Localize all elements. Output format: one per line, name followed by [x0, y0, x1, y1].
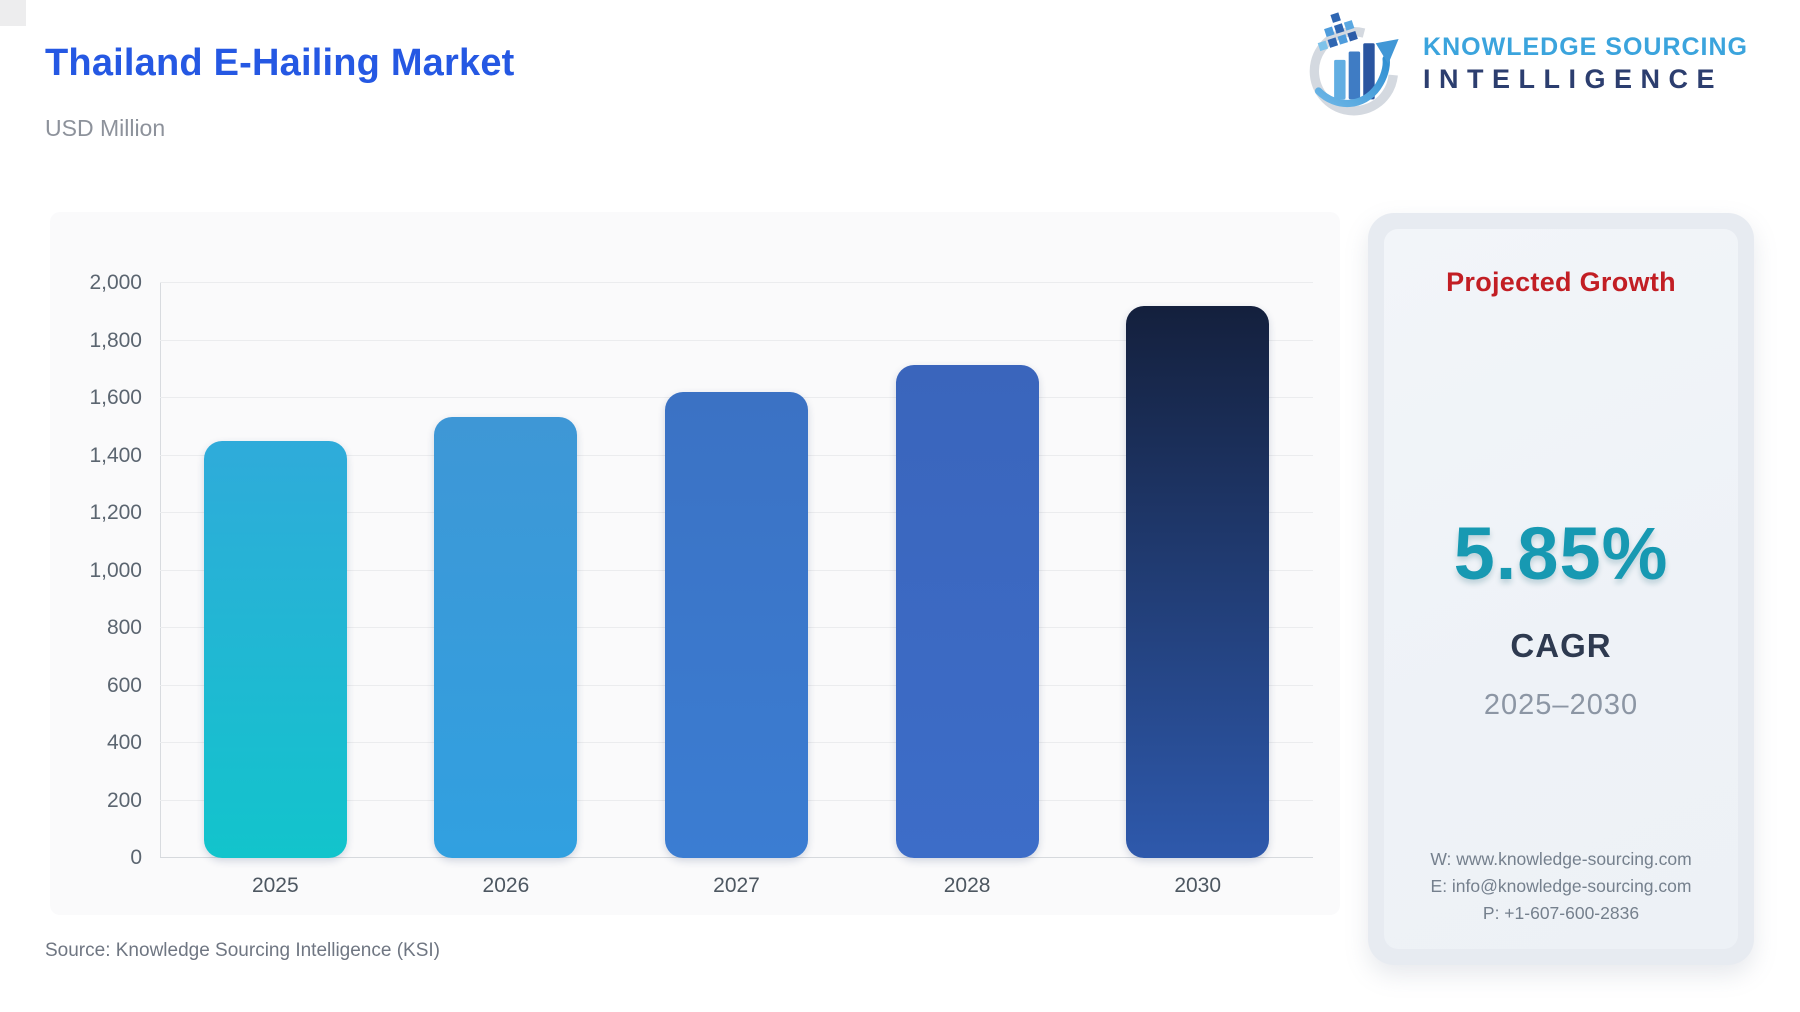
y-tick-label-1200: 1,200	[89, 501, 142, 524]
page-subtitle: USD Million	[45, 115, 166, 141]
growth-panel: Projected Growth 5.85% CAGR 2025–2030 W:…	[1368, 213, 1754, 965]
x-tick-label-2026: 2026	[482, 874, 530, 897]
chart-card: 0 200 400 600 800 1,000 1,200 1,400 1,600 1,800 2,…	[50, 212, 1340, 915]
x-tick-label-2030: 2030	[1174, 874, 1222, 897]
brand-name-line1: KNOWLEDGE SOURCING	[1423, 32, 1748, 61]
page-title: Thailand E-Hailing Market	[45, 42, 515, 84]
y-tick-label-2000: 2,000	[89, 271, 142, 294]
y-tick-label-200: 200	[106, 788, 142, 812]
screen-corner-artifact	[0, 0, 26, 26]
y-tick-label-0: 0	[130, 846, 142, 869]
contact-email: E: info@knowledge-sourcing.com	[1430, 875, 1692, 896]
panel-contact: W: www.knowledge-sourcing.com E: info@kn…	[1384, 846, 1738, 927]
gridline-1800	[160, 339, 1313, 341]
growth-value: 5.85%	[1453, 512, 1669, 595]
y-tick-label-400: 400	[106, 731, 142, 754]
panel-title: Projected Growth	[1446, 267, 1676, 297]
x-tick-label-2028: 2028	[943, 874, 991, 897]
y-tick-label-800: 800	[106, 616, 142, 639]
contact-website: W: www.knowledge-sourcing.com	[1430, 848, 1692, 869]
y-tick-label-600: 600	[106, 673, 142, 697]
y-axis-line	[160, 283, 161, 858]
x-tick-label-2027: 2027	[713, 874, 760, 897]
brand-name-line2: INTELLIGENCE	[1423, 64, 1724, 95]
bar-2030	[1126, 306, 1270, 858]
y-tick-label-1800: 1,800	[89, 328, 142, 352]
bar-2027	[665, 392, 808, 858]
bar-2025	[203, 441, 347, 858]
source-note: Source: Knowledge Sourcing Intelligence …	[45, 940, 441, 961]
y-tick-label-1000: 1,000	[89, 558, 142, 582]
brand-logo: KNOWLEDGE SOURCING INTELLIGENCE	[1305, 12, 1748, 116]
y-tick-label-1600: 1,600	[89, 386, 142, 409]
growth-panel-card: Projected Growth 5.85% CAGR 2025–2030 W:…	[1384, 229, 1738, 949]
bar-2028	[895, 364, 1039, 858]
y-tick-label-1400: 1,400	[89, 443, 142, 467]
growth-period: 2025–2030	[1483, 689, 1639, 721]
growth-metric-label: CAGR	[1510, 627, 1612, 664]
gridline-2000	[160, 282, 1313, 283]
brand-chart-globe-icon	[1309, 12, 1399, 116]
contact-phone: P: +1-607-600-2836	[1482, 902, 1640, 923]
bar-2026	[434, 416, 578, 858]
brand-name: KNOWLEDGE SOURCING INTELLIGENCE	[1423, 33, 1748, 96]
x-tick-label-2025: 2025	[251, 874, 299, 897]
plot-area: 0 200 400 600 800 1,000 1,200 1,400 1,600 1,800 2,…	[89, 271, 1313, 897]
